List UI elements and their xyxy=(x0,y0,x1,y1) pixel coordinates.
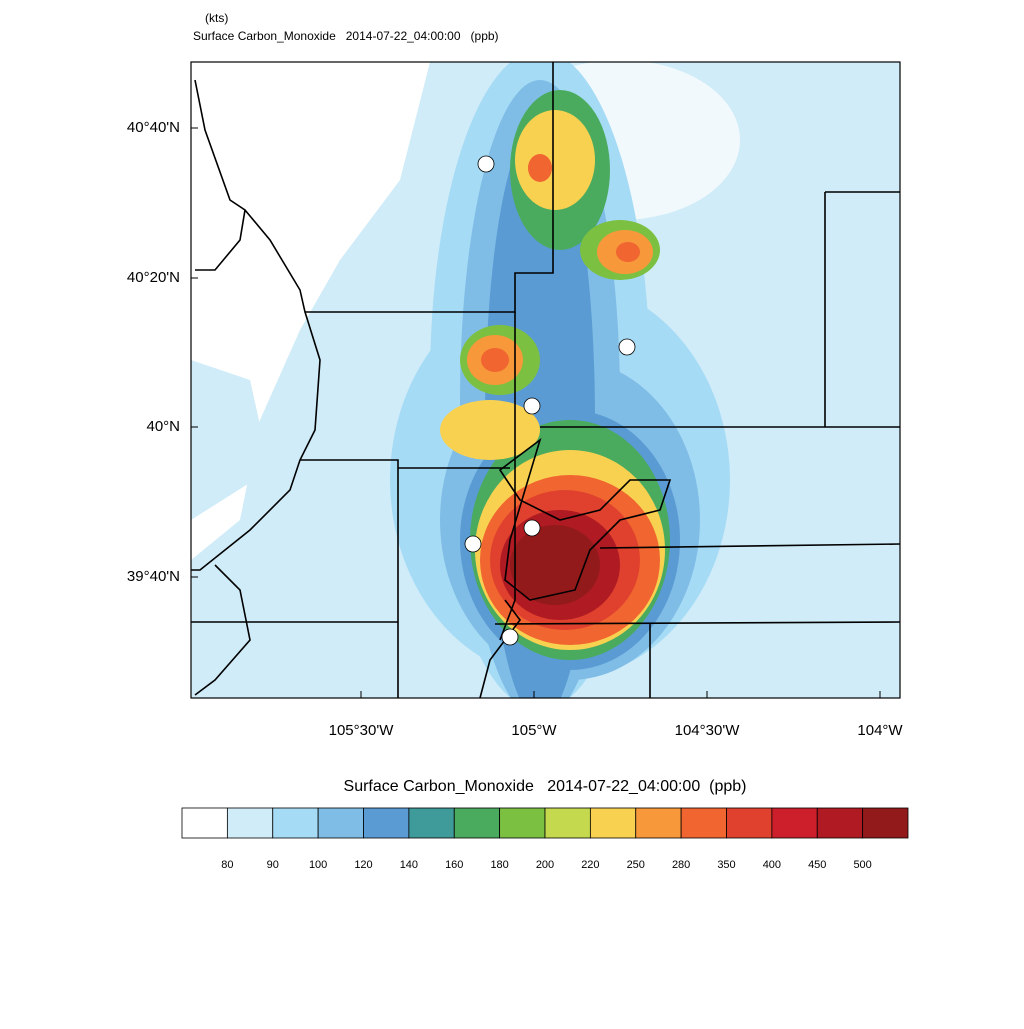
colorbar-label: 180 xyxy=(490,859,508,871)
colorbar-label: 450 xyxy=(808,859,826,871)
colorbar-box xyxy=(272,807,319,839)
colorbar-box xyxy=(544,807,591,839)
colorbar-box xyxy=(862,807,909,839)
plot-title: Surface Carbon_Monoxide 2014-07-22_04:00… xyxy=(193,29,499,43)
lon-label: 104°30'W xyxy=(675,722,741,739)
units-label: (kts) xyxy=(205,11,228,25)
colorbar-label: 80 xyxy=(221,859,233,871)
colorbar-box xyxy=(453,807,501,839)
colorbar-label: 350 xyxy=(717,859,735,871)
colorbar-label: 500 xyxy=(853,859,871,871)
colorbar-box xyxy=(771,807,818,839)
colorbar-label: 90 xyxy=(267,859,279,871)
lat-label: 40°N xyxy=(146,418,180,435)
concentration-field xyxy=(191,62,900,698)
colorbar-label: 160 xyxy=(445,859,463,871)
colorbar: 80 90 100 120 140 160 180 200 220 250 280 350 400 450… xyxy=(181,807,909,871)
boundaries xyxy=(191,62,901,699)
lon-ticks: 105°30'W 105°W 104°30'W 104°W xyxy=(329,691,903,739)
colorbar-label: 400 xyxy=(763,859,781,871)
colorbar-box xyxy=(680,807,727,839)
lon-label: 104°W xyxy=(857,722,903,739)
lon-label: 105°30'W xyxy=(329,722,395,739)
colorbar-box xyxy=(226,807,274,839)
lon-label: 105°W xyxy=(511,722,557,739)
colorbar-box xyxy=(408,807,455,839)
colorbar-box xyxy=(317,807,364,839)
colorbar-label: 100 xyxy=(309,859,327,871)
colorbar-box xyxy=(589,807,637,839)
colorbar-label: 220 xyxy=(581,859,599,871)
lat-ticks: 40°40'N 40°20'N 40°N 39°40'N xyxy=(127,119,198,585)
colorbar-label: 280 xyxy=(672,859,690,871)
colorbar-label: 200 xyxy=(536,859,554,871)
colorbar-box xyxy=(635,807,682,839)
colorbar-box xyxy=(363,807,410,839)
colorbar-box xyxy=(816,807,864,839)
lat-label: 40°20'N xyxy=(127,269,180,286)
colorbar-title: Surface Carbon_Monoxide 2014-07-22_04:00… xyxy=(344,778,747,795)
site-markers xyxy=(464,155,636,646)
colorbar-label: 250 xyxy=(627,859,645,871)
lat-label: 39°40'N xyxy=(127,568,180,585)
colorbar-label: 120 xyxy=(354,859,372,871)
colorbar-label: 140 xyxy=(400,859,418,871)
colorbar-box xyxy=(726,807,773,839)
map-frame xyxy=(190,61,901,699)
colorbar-box xyxy=(181,807,228,839)
colorbar-box xyxy=(499,807,546,839)
lat-label: 40°40'N xyxy=(127,119,180,136)
